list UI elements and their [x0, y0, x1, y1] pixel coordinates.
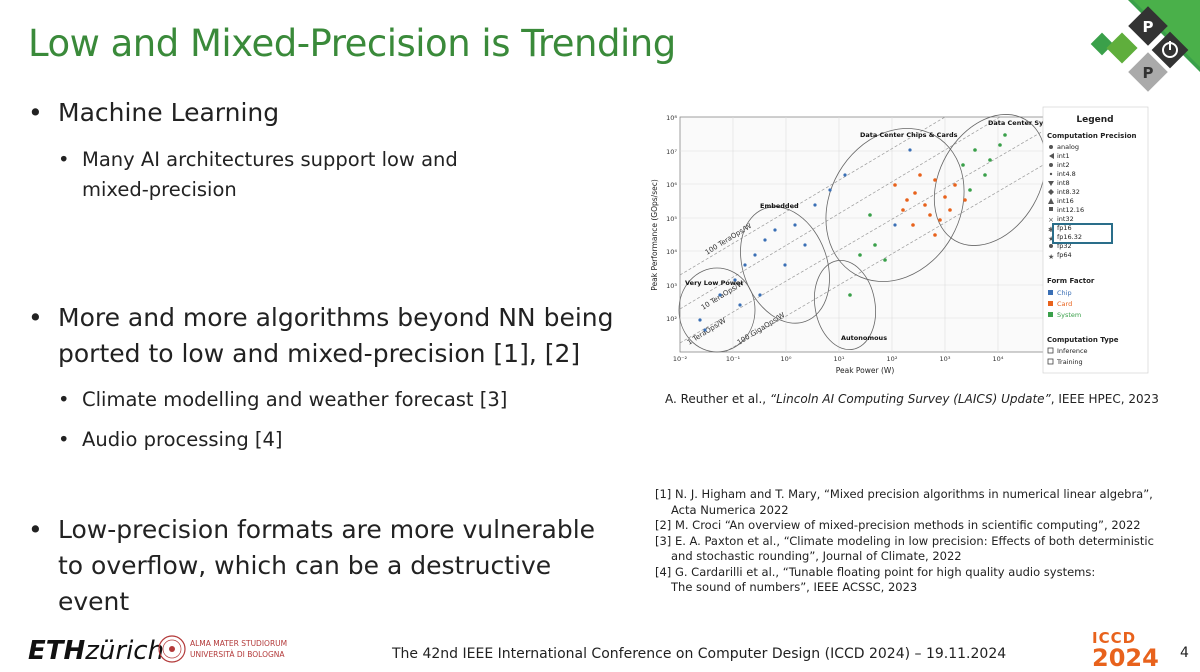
svg-text:int8: int8: [1057, 179, 1070, 187]
laics-figure: 100 TeraOps/W 10 TeraOps/W 1 TeraOps/W 1…: [650, 106, 1149, 375]
svg-text:fp32: fp32: [1057, 242, 1072, 250]
fp16-highlight-box: [1052, 223, 1113, 244]
svg-text:×: ×: [1048, 216, 1054, 224]
svg-text:int12.16: int12.16: [1057, 206, 1084, 214]
svg-text:fp16: fp16: [1057, 224, 1072, 232]
svg-text:★: ★: [1048, 253, 1054, 261]
y-axis-label: Peak Performance (GOps/sec): [650, 179, 659, 291]
references: [1] N. J. Higham and T. Mary, “Mixed pre…: [655, 487, 1154, 596]
svg-text:Chip: Chip: [1057, 289, 1072, 297]
region-label-dc-chips: Data Center Chips & Cards: [860, 131, 958, 139]
svg-text:Inference: Inference: [1057, 347, 1088, 355]
svg-text:ALMA MATER STUDIORUM: ALMA MATER STUDIORUM: [190, 639, 287, 648]
svg-text:int16: int16: [1057, 197, 1074, 205]
x-axis-label: Peak Power (W): [836, 366, 895, 375]
pulp-logo: P P: [1090, 0, 1200, 92]
slide-title: Low and Mixed-Precision is Trending: [28, 22, 676, 65]
reference-4: [4] G. Cardarilli et al., “Tunable float…: [655, 564, 1096, 595]
svg-text:10⁻²: 10⁻²: [673, 355, 688, 363]
iccd-logo: ICCD 2024: [1092, 629, 1159, 672]
svg-text:10⁴: 10⁴: [666, 248, 677, 256]
svg-text:Card: Card: [1057, 300, 1072, 308]
page-number: 4: [1180, 645, 1189, 661]
figure-legend: Legend Computation Precision analog int1…: [1042, 106, 1149, 374]
svg-text:✱: ✱: [1048, 226, 1054, 234]
reference-3: [3] E. A. Paxton et al., “Climate modeli…: [655, 533, 1154, 564]
svg-text:fp16.32: fp16.32: [1057, 233, 1082, 241]
svg-text:System: System: [1057, 311, 1081, 319]
svg-text:int1: int1: [1057, 152, 1070, 160]
figure-caption: A. Reuther et al., “Lincoln AI Computing…: [665, 392, 1159, 406]
svg-text:Computation Type: Computation Type: [1047, 336, 1119, 344]
svg-text:10³: 10³: [940, 355, 951, 363]
svg-text:10²: 10²: [887, 355, 898, 363]
svg-text:10⁷: 10⁷: [666, 148, 677, 156]
reference-2: [2] M. Croci “An overview of mixed-preci…: [655, 518, 1141, 532]
reference-1: [1] N. J. Higham and T. Mary, “Mixed pre…: [655, 487, 1153, 517]
svg-text:10⁶: 10⁶: [666, 181, 677, 189]
unibo-logo: ALMA MATER STUDIORUM UNIVERSITÀ DI BOLOG…: [158, 635, 287, 663]
svg-text:★: ★: [1048, 235, 1054, 243]
svg-text:int8.32: int8.32: [1057, 188, 1080, 196]
svg-text:10⁵: 10⁵: [666, 215, 677, 223]
svg-text:10⁰: 10⁰: [781, 355, 792, 363]
svg-text:Form Factor: Form Factor: [1047, 277, 1095, 285]
svg-text:int32: int32: [1057, 215, 1074, 223]
region-very-low-power: [678, 267, 756, 353]
svg-text:int4.8: int4.8: [1057, 170, 1076, 178]
eth-zurich-logo: ETHzürich: [28, 636, 165, 666]
svg-text:10⁴: 10⁴: [993, 355, 1004, 363]
svg-text:10²: 10²: [666, 315, 677, 323]
logo-letter-bottom: P: [1143, 64, 1154, 82]
svg-text:Training: Training: [1056, 358, 1083, 366]
svg-text:fp64: fp64: [1057, 251, 1072, 259]
region-label-autonomous: Autonomous: [841, 334, 887, 342]
svg-text:UNIVERSITÀ DI BOLOGNA: UNIVERSITÀ DI BOLOGNA: [190, 650, 285, 659]
svg-text:10¹: 10¹: [834, 355, 845, 363]
svg-text:10³: 10³: [666, 282, 677, 290]
svg-text:analog: analog: [1057, 143, 1079, 151]
svg-text:Legend: Legend: [1076, 115, 1113, 125]
svg-text:int2: int2: [1057, 161, 1070, 169]
region-label-dc-systems: Data Center Systems: [988, 119, 1065, 127]
region-label-embedded: Embedded: [760, 202, 799, 210]
svg-text:10⁸: 10⁸: [666, 114, 677, 122]
svg-text:10⁻¹: 10⁻¹: [726, 355, 741, 363]
svg-text:Computation Precision: Computation Precision: [1047, 132, 1137, 140]
logo-letter-top: P: [1143, 18, 1154, 36]
footer-conference: The 42nd IEEE International Conference o…: [392, 646, 1007, 662]
region-label-very-low-power: Very Low Power: [685, 279, 744, 287]
